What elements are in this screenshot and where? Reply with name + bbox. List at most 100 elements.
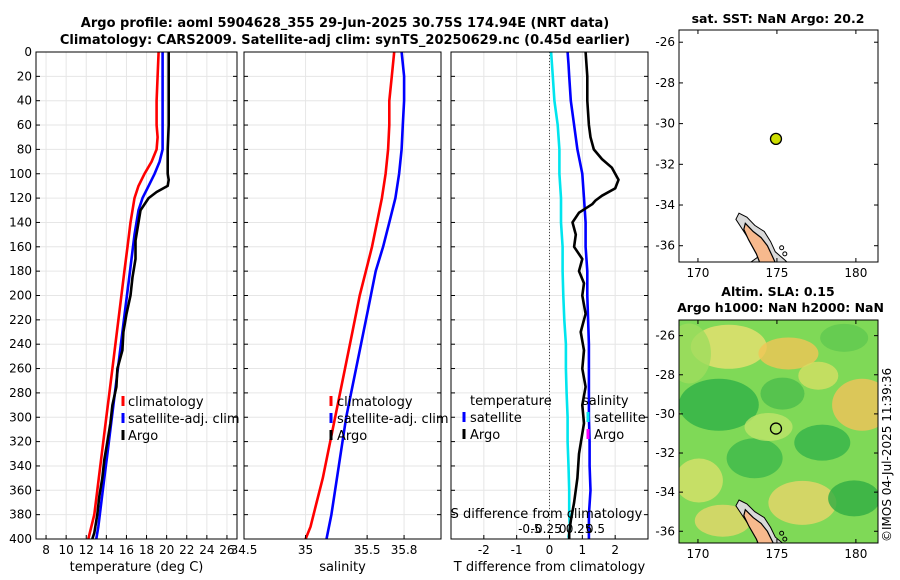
depth-tick-label: 40	[17, 94, 32, 108]
y-tick-label: -32	[655, 157, 675, 171]
sla-anomaly-patch	[820, 323, 869, 352]
x-tick-label: 2	[611, 543, 619, 557]
series-group	[549, 52, 620, 539]
series-climatology	[304, 52, 396, 539]
x-tick-label: 34.5	[231, 543, 258, 557]
x-tick-label: 10	[59, 543, 74, 557]
x-axis-label: salinity	[319, 560, 366, 575]
depth-tick-label: 200	[9, 289, 32, 303]
sla-anomaly-patch	[828, 480, 878, 517]
depth-tick-label: 0	[24, 45, 32, 59]
series-argo-s-	[567, 52, 620, 539]
legend-label: Argo	[337, 429, 367, 444]
legend-label: satellite	[470, 411, 522, 426]
depth-tick-label: 60	[17, 118, 32, 132]
depth-tick-label: 320	[9, 435, 32, 449]
top-tick-label: 0.25	[566, 522, 593, 536]
legend-label: Argo	[594, 428, 624, 443]
series-satellite-adj-clim	[325, 52, 406, 539]
legend-title-temperature: temperature	[470, 394, 552, 409]
depth-tick-label: 400	[9, 532, 32, 546]
x-tick-label: 35.5	[354, 543, 381, 557]
depth-tick-label: 160	[9, 240, 32, 254]
sla-map-panel: 170 175 180 -26 -28 -30 -32 -34 -36	[655, 319, 879, 561]
legend-label: satellite-adj. clim	[128, 412, 240, 427]
depth-tick-label: 340	[9, 459, 32, 473]
x-tick-label: 180	[844, 547, 867, 561]
x-tick-label: 14	[99, 543, 114, 557]
series-argo	[91, 52, 170, 539]
legend-label: satellite-adj. clim	[337, 412, 449, 427]
x-tick-label: 26	[219, 543, 234, 557]
x-tick-label: -1	[511, 543, 523, 557]
sla-anomaly-patch	[768, 480, 837, 525]
legend-label: climatology	[337, 395, 413, 410]
figure-title-line2: Climatology: CARS2009. Satellite-adj cli…	[59, 33, 631, 48]
sla-anomaly-patch	[760, 377, 805, 410]
depth-tick-label: 140	[9, 215, 32, 229]
x-tick-label: 24	[199, 543, 214, 557]
y-tick-label: -30	[655, 117, 675, 131]
sla-anomaly-patch	[832, 378, 878, 431]
series-climatology	[87, 52, 160, 539]
legend-label: satellite	[594, 411, 646, 426]
depth-tick-label: 20	[17, 69, 32, 83]
y-tick-label: -32	[655, 446, 675, 460]
series-satellite-adj-clim	[95, 52, 164, 539]
series-satellite-t-	[549, 52, 572, 539]
y-tick-label: -34	[655, 198, 675, 212]
sla-map-title-line1: Altim. SLA: 0.15	[721, 284, 835, 299]
island	[789, 261, 793, 262]
series-group	[304, 52, 406, 539]
depth-tick-label: 180	[9, 264, 32, 278]
difference-panel: -2 -1 0 1 2-0.5-0.250 0.250.5S difference fro…	[450, 51, 649, 575]
top-tick-label: -0.5	[518, 522, 541, 536]
x-tick-label: 18	[139, 543, 154, 557]
figure-title-line1: Argo profile: aoml 5904628_355 29-Jun-20…	[80, 16, 610, 31]
x-tick-label: 180	[844, 266, 867, 280]
y-tick-label: -26	[655, 35, 675, 49]
depth-tick-label: 100	[9, 167, 32, 181]
island	[789, 547, 793, 551]
y-tick-label: -28	[655, 76, 675, 90]
y-tick-label: -28	[655, 368, 675, 382]
island	[779, 530, 785, 536]
x-axis-label: T difference from climatology	[453, 560, 646, 575]
axes-frame	[678, 29, 879, 263]
nz-coastline	[735, 499, 793, 551]
island	[782, 536, 788, 542]
sla-anomaly-patch	[744, 413, 793, 442]
top-tick-label: 0	[559, 522, 567, 536]
depth-tick-label: 120	[9, 191, 32, 205]
legend-label: Argo	[470, 428, 500, 443]
sst-map-title: sat. SST: NaN Argo: 20.2	[691, 11, 865, 26]
depth-tick-label: 260	[9, 362, 32, 376]
y-tick-label: -34	[655, 485, 675, 499]
x-tick-label: 170	[686, 547, 709, 561]
sla-anomaly-patch	[679, 323, 711, 384]
x-tick-label: 12	[79, 543, 94, 557]
argo-location-marker	[769, 132, 783, 146]
sla-map-title-line2: Argo h1000: NaN h2000: NaN	[677, 300, 884, 315]
x-tick-label: 175	[765, 547, 788, 561]
depth-tick-label: 240	[9, 337, 32, 351]
land-outline	[743, 222, 776, 262]
x-axis-label: temperature (deg C)	[70, 560, 204, 575]
sla-anomaly-patch	[694, 504, 751, 537]
depth-tick-label: 360	[9, 483, 32, 497]
land-outline	[743, 508, 774, 543]
x-tick-label: 8	[42, 543, 50, 557]
x-tick-label: 20	[159, 543, 174, 557]
nz-coastline	[735, 212, 793, 262]
argo-location-marker	[769, 422, 783, 435]
island	[782, 251, 788, 257]
sla-anomaly-patch	[798, 361, 839, 390]
top-tick-label: 0.5	[586, 522, 605, 536]
legend-label: Argo	[128, 429, 158, 444]
series-satellite-s-	[566, 52, 592, 539]
depth-tick-label: 300	[9, 410, 32, 424]
x-tick-label: 175	[765, 266, 788, 280]
sst-map-panel: 170 175 180 -26 -28 -30 -32 -34 -36	[655, 29, 879, 280]
sla-field	[679, 320, 878, 551]
